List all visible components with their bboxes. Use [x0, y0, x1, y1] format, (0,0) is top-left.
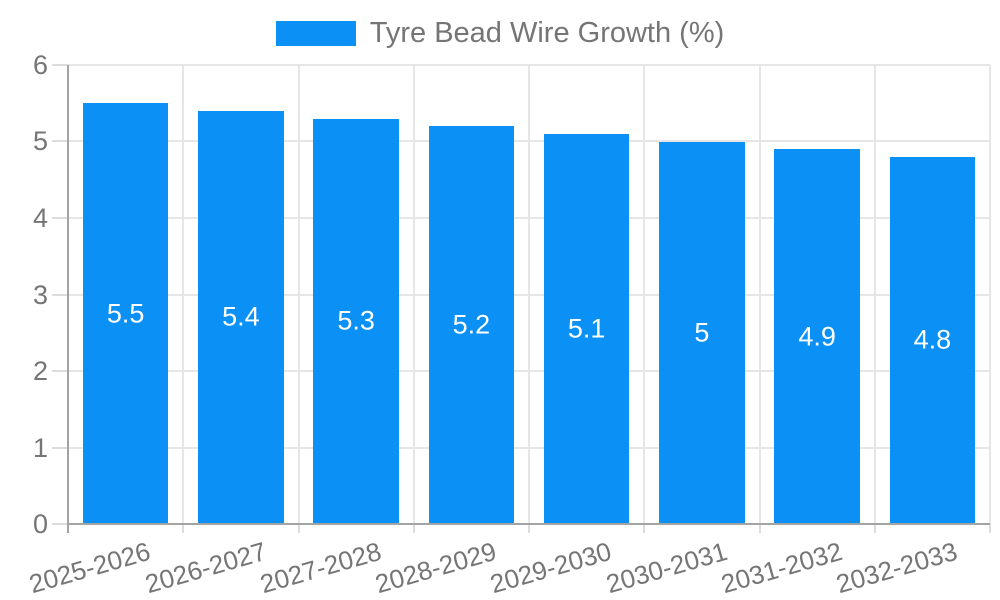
bar-value-label: 5 [694, 317, 710, 348]
bar[interactable]: 5.1 [543, 133, 630, 524]
x-tick-mark [873, 524, 876, 533]
bars-layer: 5.5 5.4 5.3 5.2 5.1 5 4.9 4.8 [68, 65, 990, 524]
bar-column: 5.4 [183, 65, 298, 524]
gridline-vertical [182, 65, 185, 524]
gridline-vertical [873, 65, 876, 524]
x-tick-mark [758, 524, 761, 533]
x-tick-mark [643, 524, 646, 533]
gridline-vertical [643, 65, 646, 524]
gridline-vertical [297, 65, 300, 524]
bar-column: 5.2 [414, 65, 529, 524]
bar-value-label: 4.8 [913, 324, 952, 355]
bar-column: 5.3 [299, 65, 414, 524]
bar-value-label: 5.4 [222, 301, 260, 332]
y-tick-mark [52, 64, 68, 66]
x-axis: 2025-2026 2026-2027 2027-2028 2028-2029 2029… [26, 524, 991, 600]
y-tick-mark [52, 446, 68, 449]
x-tick-label: 2027-2028 [256, 536, 385, 600]
y-tick-mark [52, 293, 68, 296]
bar-column: 4.8 [875, 65, 990, 524]
x-tick-label: 2032-2033 [832, 536, 961, 600]
gridline-horizontal [68, 523, 990, 525]
y-tick-mark [52, 523, 68, 525]
bar[interactable]: 5.3 [313, 118, 399, 524]
bar-column: 4.9 [760, 65, 875, 524]
bar-value-label: 4.9 [798, 321, 836, 352]
bar[interactable]: 5.4 [198, 110, 284, 524]
y-tick-mark [52, 369, 68, 372]
gridline-vertical [989, 65, 991, 524]
y-tick-mark [52, 216, 68, 219]
bar[interactable]: 4.9 [774, 149, 860, 524]
bar[interactable]: 4.8 [889, 156, 976, 524]
x-tick-mark [412, 524, 415, 533]
bar-column: 5 [644, 65, 759, 524]
bar[interactable]: 5.5 [82, 103, 169, 524]
gridline-vertical [758, 65, 761, 524]
y-tick-label: 0 [32, 509, 48, 539]
plot-area: 0 1 2 3 4 5 6 5.5 5.4 5.3 5.2 5.1 5 4.9 4.8 2025-2026… [26, 51, 991, 599]
x-tick-mark [182, 524, 185, 533]
y-tick-label: 2 [32, 355, 48, 386]
gridline-vertical [528, 65, 530, 524]
x-tick-label: 2028-2029 [371, 536, 500, 600]
legend-swatch [275, 21, 356, 46]
x-tick-mark [297, 524, 300, 533]
x-tick-mark [528, 524, 530, 533]
x-tick-label: 2029-2030 [487, 536, 615, 600]
x-tick-mark [989, 524, 991, 533]
bar-value-label: 5.3 [337, 305, 375, 336]
y-tick-label: 3 [32, 279, 48, 310]
y-tick-label: 5 [32, 126, 48, 157]
y-tick-label: 1 [32, 432, 48, 463]
bar-value-label: 5.5 [106, 298, 145, 329]
bar[interactable]: 5 [659, 141, 745, 524]
gridlines: 0 1 2 3 4 5 6 [33, 51, 991, 538]
y-tick-mark [52, 140, 68, 143]
bar-value-label: 5.1 [567, 313, 606, 344]
x-tick-label: 2030-2031 [602, 536, 731, 600]
bar[interactable]: 5.2 [428, 126, 515, 524]
y-tick-label: 6 [32, 50, 48, 80]
y-axis-line [67, 65, 69, 533]
y-tick-label: 4 [32, 202, 48, 233]
bar-column: 5.5 [68, 65, 183, 524]
gridline-vertical [412, 65, 415, 524]
x-tick-label: 2025-2026 [26, 536, 154, 600]
legend-label: Tyre Bead Wire Growth (%) [369, 17, 725, 49]
bar-value-label: 5.2 [452, 309, 491, 340]
legend[interactable]: Tyre Bead Wire Growth (%) [0, 17, 1000, 50]
bar-column: 5.1 [529, 65, 644, 524]
x-tick-label: 2031-2032 [717, 536, 846, 600]
x-tick-label: 2026-2027 [141, 536, 270, 600]
